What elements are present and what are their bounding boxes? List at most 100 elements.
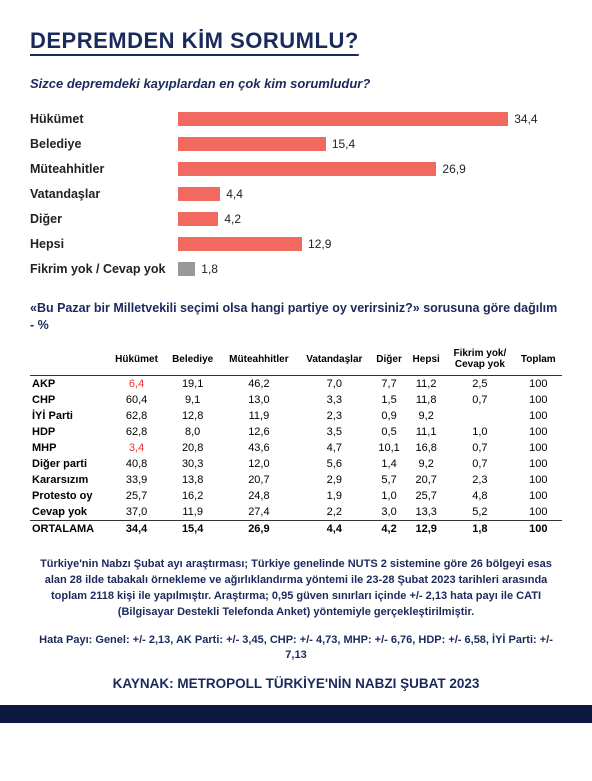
cell: 6,4 [108,375,165,392]
bar-label: Müteahhitler [30,162,178,176]
cell: 11,8 [407,392,445,408]
cell: 1,4 [371,456,407,472]
col-header: Vatandaşlar [298,344,371,376]
bar-value: 26,9 [442,162,465,176]
cell: 8,0 [165,424,220,440]
cell: 100 [515,472,562,488]
col-header: Müteahhitler [220,344,297,376]
cell: 5,2 [445,504,514,521]
cell: 2,3 [298,408,371,424]
cell: 9,1 [165,392,220,408]
bar-row: Müteahhitler 26,9 [30,159,562,178]
cell: 20,8 [165,440,220,456]
cell [445,408,514,424]
cell: 0,9 [371,408,407,424]
cell: 1,8 [445,520,514,537]
cell: 25,7 [407,488,445,504]
cell: 2,2 [298,504,371,521]
bar-row: Vatandaşlar4,4 [30,184,562,203]
col-header: Diğer [371,344,407,376]
cell: 5,6 [298,456,371,472]
cell: 25,7 [108,488,165,504]
cell: 3,0 [371,504,407,521]
cell: 0,5 [371,424,407,440]
cell: 12,0 [220,456,297,472]
cell: 10,1 [371,440,407,456]
page-subtitle: Sizce depremdeki kayıplardan en çok kim … [30,76,562,91]
bar-fill [178,237,302,251]
bar-label: Hepsi [30,237,178,251]
bar-fill [178,137,326,151]
cell: 13,0 [220,392,297,408]
cell: 37,0 [108,504,165,521]
cell: 0,7 [445,456,514,472]
bar-row: Belediye15,4 [30,134,562,153]
bar-row: Hepsi12,9 [30,234,562,253]
bar-fill [178,262,195,276]
cell: 26,9 [220,520,297,537]
cell: 15,4 [165,520,220,537]
bar-track: 26,9 [178,162,562,176]
table-row: HDP62,88,012,63,50,511,11,0100 [30,424,562,440]
bar-fill [178,212,218,226]
source-line: KAYNAK: METROPOLL TÜRKİYE'NİN NABZI ŞUBA… [30,676,562,705]
bar-track: 12,9 [178,237,562,251]
table-row: Protesto oy25,716,224,81,91,025,74,8100 [30,488,562,504]
cell: 20,7 [407,472,445,488]
cell: 100 [515,424,562,440]
col-header: Belediye [165,344,220,376]
table-row: İYİ Parti62,812,811,92,30,99,2100 [30,408,562,424]
cell: 1,0 [371,488,407,504]
row-head: İYİ Parti [30,408,108,424]
cell: 5,7 [371,472,407,488]
cell: 20,7 [220,472,297,488]
cell: 46,2 [220,375,297,392]
bar-label: Vatandaşlar [30,187,178,201]
cell: 13,3 [407,504,445,521]
footer-bar [0,705,592,723]
margin-of-error-note: Hata Payı: Genel: +/- 2,13, AK Parti: +/… [30,633,562,665]
row-head: AKP [30,375,108,392]
cell: 27,4 [220,504,297,521]
cell: 9,2 [407,408,445,424]
table-row: Diğer parti40,830,312,05,61,49,20,7100 [30,456,562,472]
cell: 9,2 [407,456,445,472]
row-head: CHP [30,392,108,408]
cell: 34,4 [108,520,165,537]
page-title: DEPREMDEN KİM SORUMLU? [30,28,562,54]
cell: 13,8 [165,472,220,488]
bar-row: Diğer4,2 [30,209,562,228]
cell: 0,7 [445,440,514,456]
cell: 43,6 [220,440,297,456]
bar-row: Hükümet34,4 [30,109,562,128]
bar-track: 4,2 [178,212,562,226]
table-title: «Bu Pazar bir Milletvekili seçimi olsa h… [30,300,562,334]
cell: 1,5 [371,392,407,408]
bar-fill [178,162,436,176]
bar-track: 1,8 [178,262,562,276]
cell: 62,8 [108,408,165,424]
table-row: Cevap yok37,011,927,42,23,013,35,2100 [30,504,562,521]
cell: 4,8 [445,488,514,504]
bar-value: 4,2 [224,212,241,226]
cell: 12,9 [407,520,445,537]
row-head: MHP [30,440,108,456]
table-row: MHP3,420,843,64,710,116,80,7100 [30,440,562,456]
cell: 19,1 [165,375,220,392]
col-header: Toplam [515,344,562,376]
cell: 12,8 [165,408,220,424]
cell: 100 [515,488,562,504]
cell: 60,4 [108,392,165,408]
cell: 11,9 [165,504,220,521]
bar-label: Belediye [30,137,178,151]
blame-bar-chart: Hükümet34,4 Belediye15,4 Müteahhitler 26,9 V… [30,109,562,278]
cell: 11,2 [407,375,445,392]
cell: 100 [515,440,562,456]
cell: 11,9 [220,408,297,424]
cell: 62,8 [108,424,165,440]
row-head: Cevap yok [30,504,108,521]
cell: 3,3 [298,392,371,408]
col-header: Hükümet [108,344,165,376]
col-header [30,344,108,376]
cell: 33,9 [108,472,165,488]
